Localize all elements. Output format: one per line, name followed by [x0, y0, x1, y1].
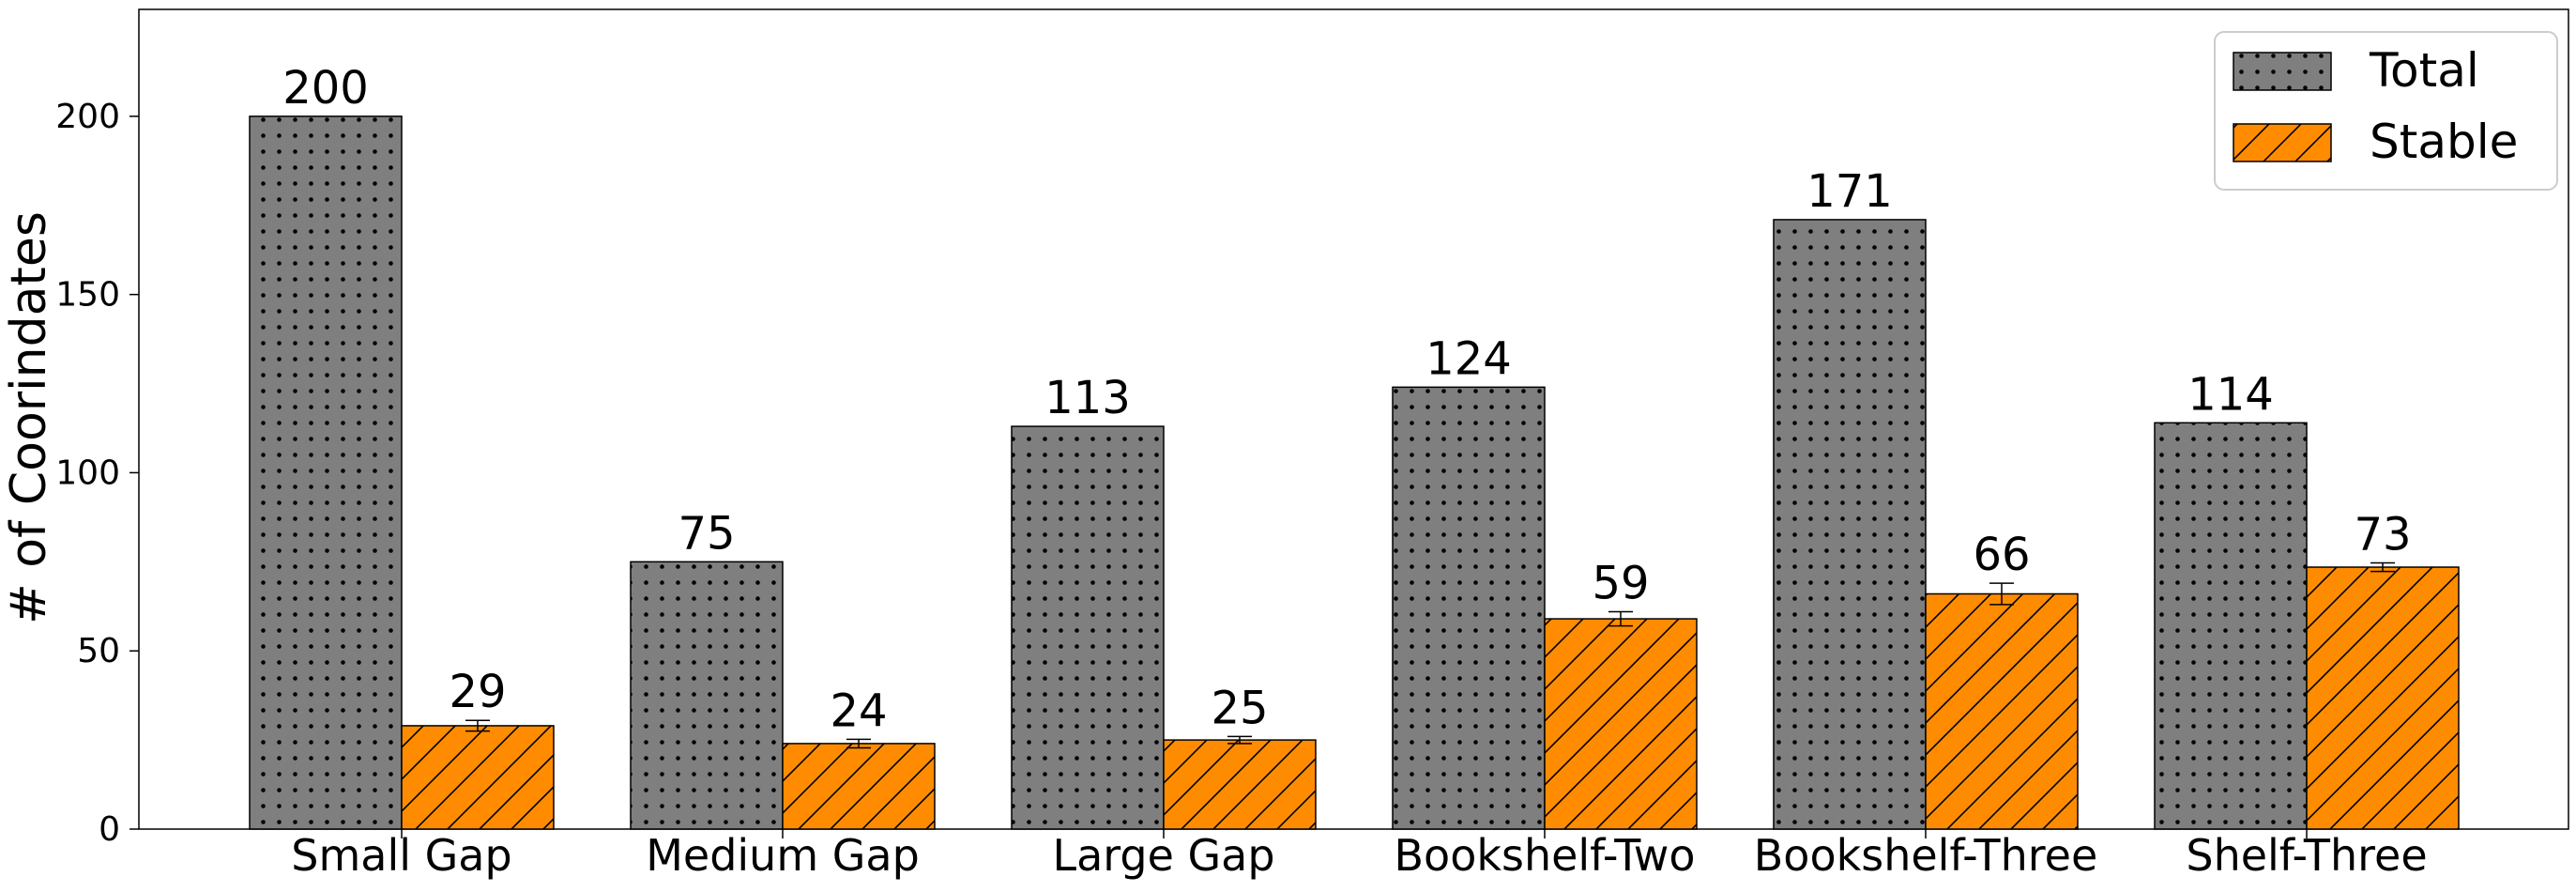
data-label-total: 171: [1806, 165, 1893, 218]
data-label-stable: 59: [1592, 557, 1649, 609]
x-tick-label: Bookshelf-Two: [1395, 830, 1696, 881]
data-label-total: 124: [1425, 332, 1512, 385]
x-tick-label: Bookshelf-Three: [1754, 830, 2098, 881]
data-label-stable: 24: [830, 684, 887, 737]
bar-total: [630, 561, 784, 830]
y-tick-label: 0: [99, 810, 120, 849]
bar-stable: [1544, 618, 1698, 830]
x-tick-label: Large Gap: [1052, 830, 1274, 881]
data-label-total: 113: [1044, 372, 1131, 424]
legend-swatch-stable: [2233, 123, 2332, 162]
bar-total: [1392, 386, 1546, 830]
y-tick-label: 100: [55, 454, 120, 492]
bar-stable: [2306, 566, 2460, 830]
data-label-stable: 29: [449, 666, 506, 718]
x-tick-label: Small Gap: [291, 830, 511, 881]
data-label-stable: 66: [1973, 529, 2030, 581]
data-label-total: 75: [678, 507, 735, 560]
data-label-total: 200: [282, 62, 369, 115]
x-tick-label: Shelf-Three: [2186, 830, 2427, 881]
y-tick-label: 200: [55, 98, 120, 136]
plot-frame: [138, 8, 2569, 830]
bar-total: [249, 115, 403, 830]
legend-swatch-total: [2233, 52, 2332, 91]
data-label-total: 114: [2187, 368, 2274, 421]
y-tick-label: 150: [55, 276, 120, 315]
data-label-stable: 73: [2354, 508, 2411, 561]
legend-label-stable: Stable: [2370, 115, 2518, 169]
x-tick-label: Medium Gap: [646, 830, 920, 881]
y-tick-label: 50: [77, 632, 120, 670]
bar-total: [2154, 422, 2308, 830]
bar-stable: [1925, 592, 2079, 830]
bar-stable: [782, 743, 936, 830]
bar-stable: [401, 725, 555, 830]
plot-area: 0 50 100 150 200 Small Gap Medium Gap Large Gap…: [55, 8, 2569, 881]
bar-stable: [1163, 739, 1317, 830]
y-axis-label: # of Coorindates: [1, 211, 57, 624]
bar-total: [1011, 425, 1165, 830]
legend-label-total: Total: [2369, 43, 2479, 98]
data-label-stable: 25: [1211, 682, 1268, 734]
bar-total: [1773, 219, 1927, 830]
